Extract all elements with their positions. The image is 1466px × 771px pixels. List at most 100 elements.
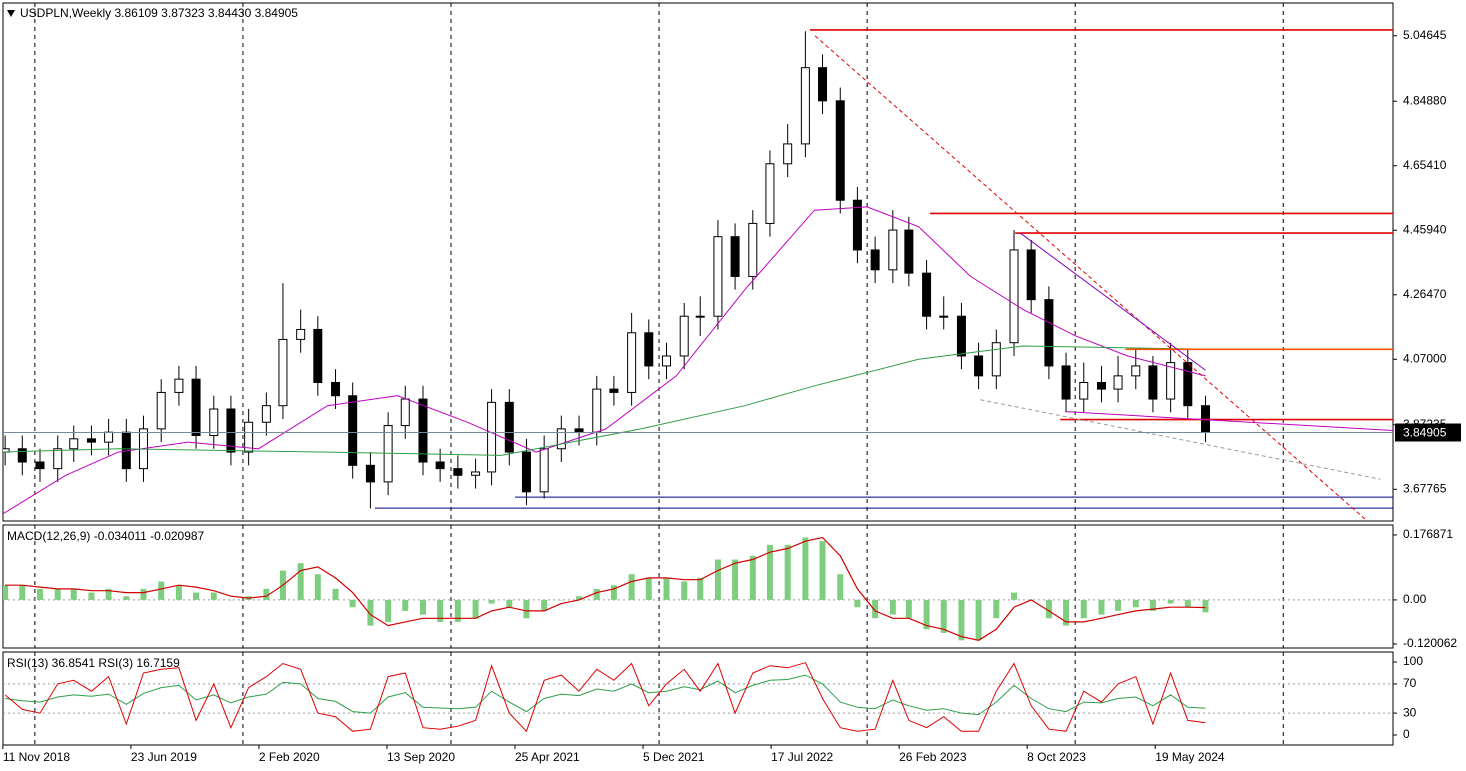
y-tick-label: 0 (1403, 727, 1410, 741)
candle-body (800, 67, 810, 145)
macd-bar (402, 599, 409, 611)
plot-layer: 11 Nov 2018 23 Jun 2019 2 Feb 2020 13 Sep 2… (2, 3, 1461, 764)
candle-body (765, 163, 775, 224)
candle-body (156, 391, 166, 430)
candle-body (418, 398, 428, 463)
macd-bar (1115, 599, 1122, 611)
macd-bar (628, 574, 635, 600)
candle-body (191, 378, 201, 437)
candle-body (365, 464, 375, 483)
macd-bar (70, 588, 77, 600)
candle-body (870, 249, 880, 271)
macd-bar (872, 599, 879, 619)
macd-bar (1098, 599, 1105, 615)
rsi-line (4, 662, 1206, 733)
macd-bar (210, 592, 217, 600)
macd-bar (1045, 599, 1052, 619)
macd-bar (1149, 599, 1156, 611)
macd-bar (940, 599, 947, 633)
y-tick-label: 0.176871 (1403, 527, 1453, 541)
candle-body (53, 448, 63, 470)
macd-bar (54, 588, 61, 600)
macd-bar (1011, 592, 1018, 600)
candle-body (86, 438, 96, 443)
candle-body (818, 67, 828, 102)
macd-bar (314, 574, 321, 600)
candle-body (644, 332, 654, 367)
candle-body (1166, 362, 1176, 400)
x-tick-label: 11 Nov 2018 (3, 750, 70, 764)
candle-body (974, 355, 984, 377)
macd-bar (419, 599, 426, 615)
macd-bar (732, 559, 739, 600)
moving-average (3, 206, 1206, 515)
macd-bar (923, 599, 930, 630)
current-price-badge (1395, 423, 1461, 442)
candle-body (17, 448, 27, 463)
macd-bar (1132, 599, 1139, 608)
candle-body (278, 338, 288, 407)
x-tick-label: 26 Feb 2023 (899, 750, 967, 764)
macd-bar (472, 599, 479, 619)
macd-bar (697, 577, 704, 600)
candle-body (209, 408, 219, 437)
candle-body (1148, 365, 1158, 400)
candle-body (852, 199, 862, 251)
macd-bar (158, 581, 165, 600)
trendline (1020, 232, 1206, 371)
candle-body (1183, 362, 1193, 407)
macd-bar (175, 585, 182, 600)
macd-bar (854, 599, 861, 608)
candle-body (35, 461, 45, 470)
macd-bar (1080, 599, 1087, 619)
macd-bar (802, 537, 809, 600)
macd-bar (332, 588, 339, 600)
x-tick-label: 13 Sep 2020 (387, 750, 455, 764)
candle-body (435, 461, 445, 470)
macd-bar (488, 599, 495, 604)
x-tick-label: 23 Jun 2019 (131, 750, 197, 764)
macd-bar (88, 592, 95, 600)
candle-body (1079, 381, 1089, 400)
symbol-menu-icon[interactable] (7, 10, 15, 17)
candle-body (556, 428, 566, 450)
macd-bar (1063, 599, 1070, 626)
y-tick-label: 4.84880 (1403, 93, 1447, 107)
macd-bar (975, 599, 982, 641)
macd-bar (454, 599, 461, 622)
candle-body (939, 315, 949, 318)
trendline (980, 399, 1381, 480)
macd-bar (837, 574, 844, 600)
trendline (1066, 411, 1393, 432)
macd-bar (663, 577, 670, 600)
candle-body (574, 428, 584, 433)
macd-bar (558, 599, 565, 601)
macd-bar (123, 596, 130, 600)
candle-body (661, 355, 671, 367)
rsi-line (5, 674, 1206, 716)
signal-line (5, 536, 1206, 641)
macd-bar (905, 599, 912, 619)
macd-bar (1184, 599, 1191, 608)
y-tick-label: 100 (1403, 654, 1423, 668)
candle-body (1113, 375, 1123, 390)
candle-body (521, 451, 531, 493)
macd-bar (367, 599, 374, 626)
candle-body (1061, 365, 1071, 400)
y-tick-label: 70 (1403, 676, 1417, 690)
macd-bar (506, 599, 513, 608)
candle-body (904, 229, 914, 274)
y-tick-label: 3.67765 (1403, 481, 1447, 495)
candle-body (1009, 249, 1019, 344)
y-tick-label: 30 (1403, 705, 1417, 719)
macd-bar (385, 599, 392, 622)
y-tick-label: -0.120062 (1403, 636, 1457, 650)
macd-bar (645, 577, 652, 600)
candle-body (400, 398, 410, 427)
x-tick-label: 25 Apr 2021 (515, 750, 580, 764)
macd-bar (437, 599, 444, 622)
candle-body (1026, 249, 1036, 301)
price-panel-frame (2, 2, 1394, 522)
